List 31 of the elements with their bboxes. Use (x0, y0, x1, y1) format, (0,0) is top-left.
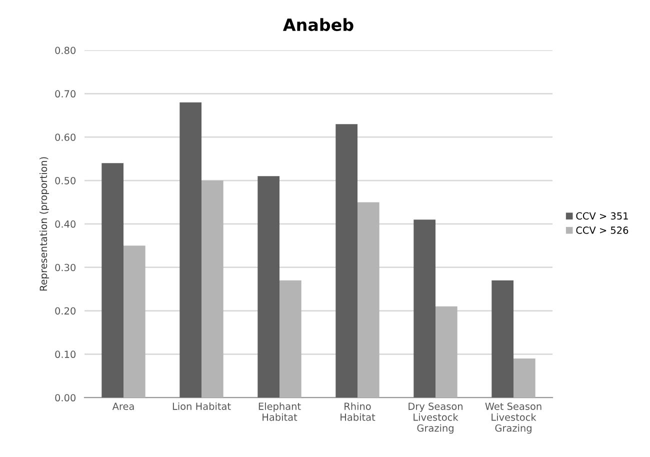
x-tick-label: Dry Season Livestock Grazing (408, 402, 462, 434)
x-tick-label: Area (112, 402, 134, 410)
x-tick-label: Elephant Habitat (258, 402, 301, 421)
y-tick-label: 0.30 (55, 264, 76, 272)
x-tick-label: Lion Habitat (172, 402, 231, 410)
bar (492, 280, 514, 398)
bar (102, 163, 124, 398)
y-axis-title: Representation (proportion) (40, 157, 49, 291)
bar (202, 180, 224, 398)
y-tick-label: 0.80 (55, 46, 76, 54)
bar (336, 124, 358, 398)
bar (436, 306, 458, 398)
y-tick-label: 0.40 (55, 220, 76, 228)
y-tick-label: 0.70 (55, 90, 76, 98)
bar (258, 176, 280, 398)
y-tick-label: 0.50 (55, 176, 76, 184)
y-tick-label: 0.20 (55, 307, 76, 315)
x-tick-label: Rhino Habitat (340, 402, 376, 421)
bar (414, 220, 436, 398)
bar (280, 280, 302, 398)
legend-label: CCV > 351 (576, 212, 628, 220)
bar (358, 202, 380, 398)
chart-title: Anabeb (282, 18, 354, 32)
y-tick-label: 0.00 (55, 394, 76, 402)
bar (180, 102, 202, 398)
bar (514, 358, 536, 398)
legend-label: CCV > 526 (576, 226, 628, 234)
y-tick-label: 0.60 (55, 134, 76, 141)
y-tick-label: 0.10 (55, 350, 76, 358)
x-tick-label: Wet Season Livestock Grazing (485, 402, 542, 434)
bar (124, 246, 146, 398)
